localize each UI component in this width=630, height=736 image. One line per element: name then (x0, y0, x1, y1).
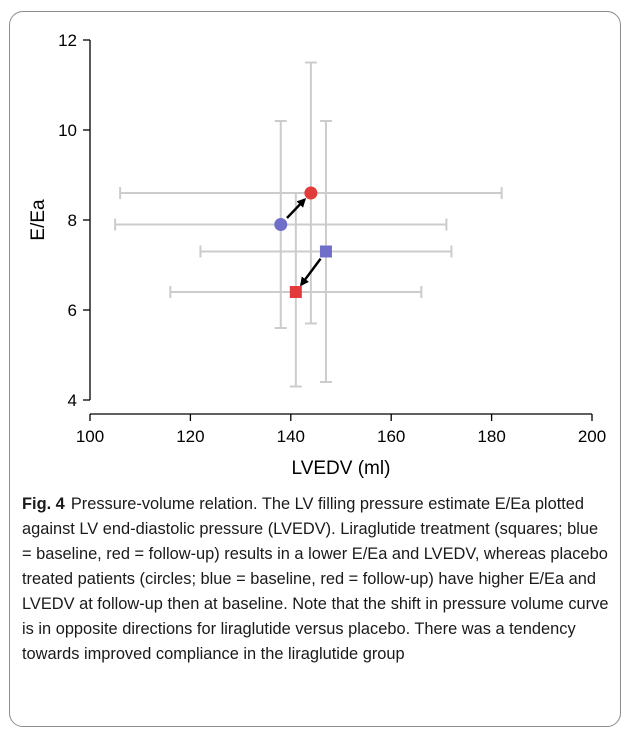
arrow-liraglutide-baseline-to-liraglutide-followup (299, 258, 322, 287)
caption-text: Pressure-volume relation. The LV filling… (22, 495, 609, 663)
placebo-baseline-point (274, 218, 288, 231)
chart-svg: 4 6 8 10 12 100 120 140 160 180 200 LVEDV (ml) E/E… (28, 31, 606, 479)
y-tick-label: 10 (58, 121, 77, 140)
y-tick-label: 4 (68, 391, 77, 410)
placebo-followup-point (304, 186, 318, 200)
error-bars (114, 61, 503, 388)
y-tick-label: 6 (68, 301, 77, 320)
arrow-placebo-baseline-to-placebo-followup (286, 198, 307, 219)
data-points (274, 186, 332, 298)
y-tick-label: 8 (68, 211, 77, 230)
x-tick-label: 120 (176, 427, 204, 446)
x-tick-label: 100 (76, 427, 104, 446)
y-axis-title: E/Ea (28, 199, 49, 241)
y-tick-label: 12 (58, 31, 77, 50)
figure-frame (9, 11, 621, 727)
x-tick-label: 200 (578, 427, 606, 446)
x-tick-label: 160 (377, 427, 405, 446)
x-axis-title: LVEDV (ml) (292, 458, 391, 479)
x-tick-label: 140 (277, 427, 305, 446)
arrows (286, 198, 322, 287)
axes: 4 6 8 10 12 100 120 140 160 180 200 (58, 31, 606, 446)
figure-caption: Fig. 4 Pressure-volume relation. The LV f… (22, 492, 612, 667)
liraglutide-baseline-point (319, 245, 332, 258)
x-tick-label: 180 (477, 427, 505, 446)
liraglutide-followup-point (289, 286, 302, 298)
chart: 4 6 8 10 12 100 120 140 160 180 200 LVEDV (ml) E/E… (10, 12, 620, 484)
figure-label: Fig. 4 (22, 495, 65, 513)
